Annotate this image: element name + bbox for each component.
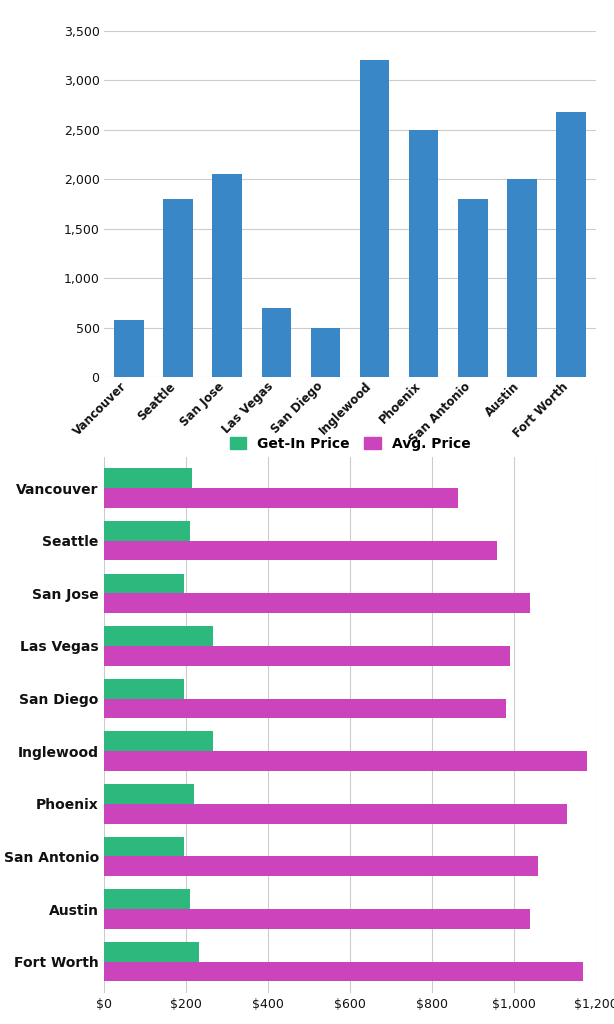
Bar xyxy=(104,942,198,962)
Bar xyxy=(104,962,583,981)
Bar xyxy=(458,199,488,377)
Bar xyxy=(360,60,389,377)
Bar xyxy=(114,321,144,377)
Bar xyxy=(104,698,505,718)
Bar xyxy=(212,174,242,377)
Bar xyxy=(262,308,291,377)
Bar xyxy=(104,856,538,877)
Bar xyxy=(104,784,195,804)
Bar xyxy=(104,837,184,856)
Bar xyxy=(104,731,213,752)
Bar xyxy=(104,890,190,909)
Bar xyxy=(104,593,530,613)
Legend: # of Tickets Available: # of Tickets Available xyxy=(236,0,464,3)
Bar xyxy=(104,541,497,560)
Bar xyxy=(163,199,193,377)
Bar xyxy=(104,679,184,698)
Bar xyxy=(104,804,567,823)
Bar xyxy=(409,130,438,377)
Legend: Get-In Price, Avg. Price: Get-In Price, Avg. Price xyxy=(224,431,476,457)
Bar xyxy=(104,646,510,666)
Bar xyxy=(507,179,537,377)
Bar xyxy=(104,573,184,593)
Bar xyxy=(104,752,588,771)
Bar xyxy=(104,909,530,929)
Bar xyxy=(311,328,340,377)
Bar xyxy=(104,488,459,508)
Bar xyxy=(104,627,213,646)
Bar xyxy=(104,521,190,541)
Bar xyxy=(556,113,586,377)
Bar xyxy=(104,468,192,488)
